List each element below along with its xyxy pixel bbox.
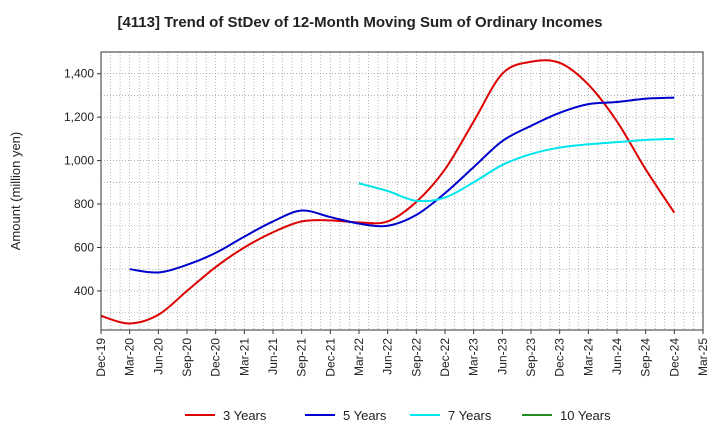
chart-title: [4113] Trend of StDev of 12-Month Moving… <box>117 14 603 31</box>
x-tick-label: Dec-23 <box>553 338 567 377</box>
x-tick-label: Mar-25 <box>696 338 710 376</box>
y-tick-label: 800 <box>74 197 94 211</box>
x-tick-label: Sep-20 <box>180 338 194 377</box>
x-tick-label: Mar-24 <box>581 338 595 376</box>
x-tick-label: Dec-20 <box>209 338 223 377</box>
y-tick-label: 1,200 <box>64 110 94 124</box>
series-line-5-years <box>129 96 675 274</box>
x-tick-label: Jun-23 <box>495 338 509 375</box>
y-axis: 400 600 800 1,000 1,200 1,400 <box>64 67 101 298</box>
x-tick-label: Sep-23 <box>524 338 538 377</box>
x-tick-label: Dec-24 <box>667 338 681 377</box>
x-tick-label: Mar-22 <box>352 338 366 376</box>
y-tick-label: 1,400 <box>64 67 94 81</box>
plot-area <box>101 52 703 330</box>
y-tick-label: 1,000 <box>64 154 94 168</box>
x-tick-label: Jun-21 <box>266 338 280 375</box>
x-tick-label: Dec-22 <box>438 338 452 377</box>
x-tick-label: Dec-21 <box>323 338 337 377</box>
x-tick-label: Sep-21 <box>295 338 309 377</box>
plot-frame <box>100 51 704 331</box>
x-tick-label: Sep-24 <box>639 338 653 377</box>
y-tick-label: 600 <box>74 240 94 254</box>
series-line-7-years <box>358 137 675 203</box>
x-tick-label: Jun-20 <box>151 338 165 375</box>
x-tick-label: Dec-19 <box>94 338 108 377</box>
x-tick-label: Jun-22 <box>381 338 395 375</box>
legend: 3 Years 5 Years 7 Years 10 Years <box>185 408 611 423</box>
x-axis: Dec-19 Mar-20 Jun-20 Sep-20 Dec-20 Mar-21 Jun-… <box>94 330 710 377</box>
legend-label: 10 Years <box>560 408 611 423</box>
x-tick-label: Sep-22 <box>409 338 423 377</box>
x-tick-label: Mar-21 <box>237 338 251 376</box>
series-group <box>100 59 676 325</box>
x-tick-label: Mar-20 <box>123 338 137 376</box>
x-tick-label: Jun-24 <box>610 338 624 375</box>
series-line-3-years <box>100 59 676 325</box>
legend-label: 7 Years <box>448 408 492 423</box>
y-axis-title: Amount (million yen) <box>8 132 23 251</box>
legend-label: 5 Years <box>343 408 387 423</box>
legend-label: 3 Years <box>223 408 267 423</box>
y-tick-label: 400 <box>74 284 94 298</box>
x-tick-label: Mar-23 <box>467 338 481 376</box>
